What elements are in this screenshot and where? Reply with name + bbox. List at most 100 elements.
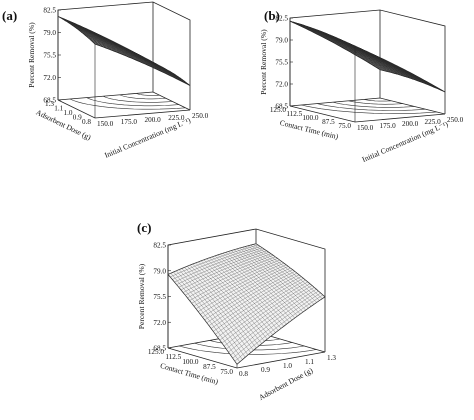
mesh-line-v	[152, 62, 191, 86]
mesh-line-v	[372, 64, 438, 88]
floor-contour	[102, 95, 173, 103]
mesh-line-v	[173, 271, 243, 360]
mesh-line-v	[60, 17, 98, 46]
x-tick-label: 75.0	[220, 368, 233, 376]
mesh-line-v	[74, 23, 112, 51]
y-tick-label: 250.0	[192, 112, 209, 120]
mesh-line-v	[217, 254, 287, 325]
mesh-line-v	[80, 25, 118, 53]
mesh-line-v	[220, 253, 290, 323]
mesh-line-v	[187, 266, 257, 349]
mesh-line-v	[57, 16, 96, 45]
x-tick-label: 1.3	[45, 100, 54, 108]
floor-contour	[86, 97, 179, 107]
mesh-line-v	[379, 69, 446, 93]
z-tick-label: 75.5	[275, 59, 288, 67]
y-tick-label: 175.0	[380, 122, 397, 130]
panel-c: (c)82.5 79.0 75.5 72.0 68.5 Percent Removal (…	[137, 220, 336, 402]
y-tick-label: 150.0	[97, 120, 114, 128]
z-tick-label: 75.5	[153, 293, 166, 301]
x-tick-label: 1.1	[54, 105, 63, 113]
floor-contour	[119, 94, 166, 100]
mesh-line-v	[361, 58, 427, 82]
floor-contour	[316, 103, 426, 111]
floor-contour	[301, 104, 437, 114]
x-tick-label: 0.9	[73, 114, 82, 122]
z-tick-label: 79.0	[43, 29, 56, 37]
z-tick-label: 79.0	[275, 37, 288, 45]
mesh-line-v	[247, 245, 317, 303]
x-tick-label: 100.0	[182, 358, 199, 366]
y-tick-label: 0.9	[261, 366, 270, 374]
z-axis-title: Percent Removal (%)	[27, 22, 36, 88]
mesh-line-v	[195, 262, 265, 342]
mesh-line-v	[350, 52, 416, 76]
z-tick-label: 75.5	[43, 52, 56, 60]
z-tick-label: 68.5	[43, 97, 56, 105]
mesh-line-v	[198, 261, 268, 340]
z-tick-label: 79.0	[153, 267, 166, 275]
mesh-line-v	[178, 269, 249, 356]
mesh-line-u	[94, 43, 191, 86]
floor-contour	[136, 93, 160, 96]
mesh-line-v	[366, 61, 432, 85]
mesh-line-v	[228, 251, 298, 317]
mesh-line-v	[225, 252, 295, 319]
panel-label: (c)	[137, 220, 151, 235]
x-tick-label: 100.0	[302, 114, 319, 122]
z-tick-label: 72.0	[43, 74, 56, 82]
panel-b: (b)82.5 79.0 75.5 72.0 68.5 Percent Removal (…	[259, 8, 464, 164]
mesh-line-v	[348, 50, 414, 75]
mesh-line-v	[233, 249, 304, 313]
y-tick-label: 225.0	[168, 114, 185, 122]
mesh-line-v	[244, 246, 315, 305]
mesh-line-v	[170, 273, 240, 363]
y-tick-label: 1.0	[283, 362, 292, 370]
mesh-line-v	[231, 250, 301, 315]
floor-contour	[332, 101, 415, 108]
z-axis-title: Percent Removal (%)	[259, 29, 268, 95]
mesh-line-v	[250, 244, 320, 301]
x-tick-label: 112.5	[286, 110, 302, 118]
surface-mesh	[289, 20, 446, 93]
mesh-line-v	[63, 18, 101, 47]
panel-label: (a)	[2, 8, 17, 23]
x-tick-label: 87.5	[322, 118, 335, 126]
y-tick-label: 150.0	[357, 124, 374, 132]
x-tick-label: 112.5	[165, 353, 181, 361]
floor-contour	[348, 100, 403, 105]
mesh-line-v	[66, 19, 104, 48]
mesh-line-v	[353, 53, 419, 78]
mesh-line-v	[167, 274, 238, 365]
mesh-line-v	[69, 20, 107, 49]
floor-back-edges	[289, 97, 446, 115]
y-tick-label: 1.1	[305, 358, 314, 366]
x-tick-label: 125.0	[270, 106, 287, 114]
mesh-line-v	[206, 258, 276, 333]
surface-mesh	[167, 243, 326, 365]
mesh-line-v	[184, 267, 254, 351]
surface-mesh	[57, 16, 191, 86]
floor-contour	[69, 98, 186, 110]
mesh-line-v	[71, 22, 110, 50]
mesh-line-v	[239, 247, 309, 309]
mesh-line-v	[211, 256, 282, 329]
mesh-line-v	[189, 264, 260, 346]
back-wall-frame	[57, 1, 191, 110]
y-tick-label: 175.0	[121, 118, 138, 126]
mesh-line-v	[203, 259, 273, 335]
mesh-line-v	[214, 255, 284, 327]
mesh-line-v	[83, 27, 121, 54]
z-tick-label: 68.5	[153, 345, 166, 353]
y-tick-label: 200.0	[145, 116, 162, 124]
x-tick-label: 75.0	[338, 122, 351, 130]
mesh-line-v	[358, 56, 424, 81]
mesh-line-v	[253, 244, 323, 299]
y-tick-label: 0.8	[239, 370, 248, 378]
mesh-line-v	[222, 253, 293, 321]
mesh-line-u	[289, 20, 381, 70]
z-tick-label: 82.5	[43, 7, 56, 15]
y-tick-label: 250.0	[447, 116, 464, 124]
x-tick-label: 87.5	[203, 363, 216, 371]
mesh-line-v	[369, 62, 435, 87]
